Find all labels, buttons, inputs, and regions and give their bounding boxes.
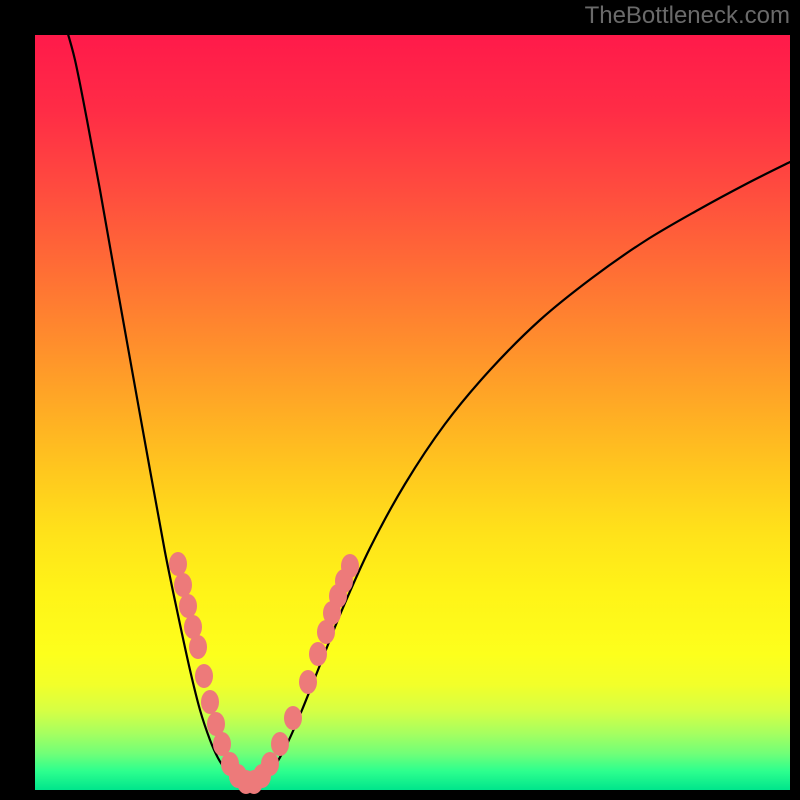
curve-marker: [179, 594, 197, 618]
bottleneck-curve: [65, 24, 790, 785]
curve-marker: [189, 635, 207, 659]
curve-marker: [271, 732, 289, 756]
curve-marker: [195, 664, 213, 688]
curve-marker: [284, 706, 302, 730]
plot-svg: [35, 35, 790, 790]
curve-markers: [169, 552, 359, 794]
curve-marker: [261, 752, 279, 776]
plot-frame: [35, 35, 790, 790]
watermark-text: TheBottleneck.com: [585, 2, 790, 30]
curve-marker: [174, 573, 192, 597]
curve-marker: [201, 690, 219, 714]
curve-marker: [309, 642, 327, 666]
curve-marker: [169, 552, 187, 576]
curve-marker: [341, 554, 359, 578]
curve-marker: [299, 670, 317, 694]
